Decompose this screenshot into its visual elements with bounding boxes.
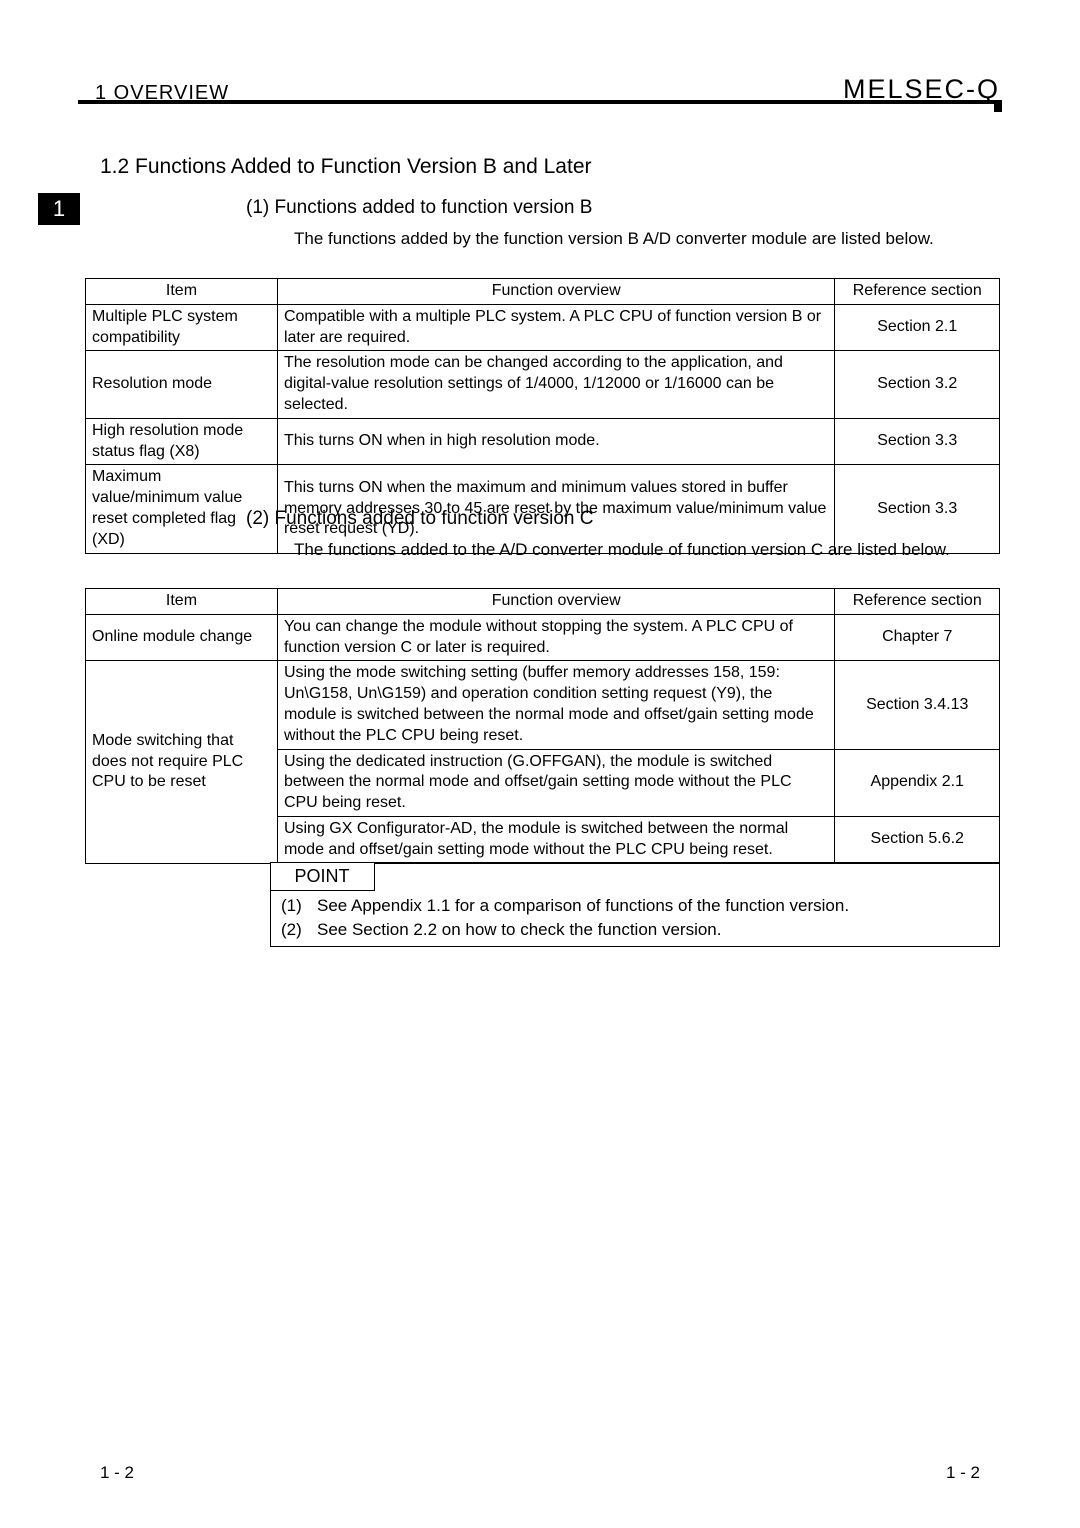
page-number-left: 1 - 2 [100, 1463, 134, 1483]
subsection-2-heading: (2) Functions added to function version … [246, 508, 1000, 530]
section-tab-marker: 1 [38, 193, 80, 225]
subsection-1: (1) Functions added to function version … [246, 197, 1000, 251]
cell-overview: Compatible with a multiple PLC system. A… [277, 304, 835, 351]
col-header-overview: Function overview [277, 279, 835, 305]
col-header-item: Item [86, 279, 278, 305]
cell-ref: Section 3.3 [835, 418, 1000, 465]
cell-ref: Section 5.6.2 [835, 816, 1000, 863]
header-rule [78, 100, 1002, 104]
cell-overview: Using GX Configurator-AD, the module is … [277, 816, 835, 863]
col-header-overview: Function overview [277, 589, 835, 615]
cell-item: Resolution mode [86, 351, 278, 418]
cell-overview: Using the dedicated instruction (G.OFFGA… [277, 749, 835, 816]
cell-overview: Using the mode switching setting (buffer… [277, 661, 835, 749]
section-title: 1.2 Functions Added to Function Version … [100, 155, 592, 179]
cell-ref: Section 3.4.13 [835, 661, 1000, 749]
table-header-row: Item Function overview Reference section [86, 279, 1000, 305]
cell-overview: This turns ON when in high resolution mo… [277, 418, 835, 465]
table-row: High resolution mode status flag (X8) Th… [86, 418, 1000, 465]
subsection-2-text: The functions added to the A/D converter… [246, 538, 1000, 562]
page-number-right: 1 - 2 [946, 1463, 980, 1483]
point-label: POINT [270, 862, 375, 891]
point-text: See Section 2.2 on how to check the func… [317, 918, 721, 942]
subsection-1-heading: (1) Functions added to function version … [246, 197, 1000, 219]
cell-overview: The resolution mode can be changed accor… [277, 351, 835, 418]
cell-ref: Appendix 2.1 [835, 749, 1000, 816]
subsection-2: (2) Functions added to function version … [246, 508, 1000, 562]
cell-overview: You can change the module without stoppi… [277, 614, 835, 661]
cell-ref: Section 3.2 [835, 351, 1000, 418]
table-header-row: Item Function overview Reference section [86, 589, 1000, 615]
cell-item: Online module change [86, 614, 278, 661]
cell-item: High resolution mode status flag (X8) [86, 418, 278, 465]
cell-ref: Chapter 7 [835, 614, 1000, 661]
point-text: See Appendix 1.1 for a comparison of fun… [317, 894, 849, 918]
table-row: Online module change You can change the … [86, 614, 1000, 661]
point-num: (2) [281, 918, 309, 942]
col-header-ref: Reference section [835, 279, 1000, 305]
header-rule-tick [994, 100, 1002, 112]
table-version-c: Item Function overview Reference section… [85, 588, 1000, 864]
point-num: (1) [281, 894, 309, 918]
cell-item-group: Mode switching that does not require PLC… [86, 661, 278, 863]
page-footer: 1 - 2 1 - 2 [100, 1463, 980, 1483]
table-row: Mode switching that does not require PLC… [86, 661, 1000, 749]
col-header-ref: Reference section [835, 589, 1000, 615]
point-box: POINT (1) See Appendix 1.1 for a compari… [270, 862, 1000, 947]
subsection-1-text: The functions added by the function vers… [246, 227, 1000, 251]
cell-ref: Section 2.1 [835, 304, 1000, 351]
table-row: Multiple PLC system compatibility Compat… [86, 304, 1000, 351]
col-header-item: Item [86, 589, 278, 615]
point-line: (1) See Appendix 1.1 for a comparison of… [281, 894, 989, 918]
point-line: (2) See Section 2.2 on how to check the … [281, 918, 989, 942]
cell-item: Multiple PLC system compatibility [86, 304, 278, 351]
table-row: Resolution mode The resolution mode can … [86, 351, 1000, 418]
